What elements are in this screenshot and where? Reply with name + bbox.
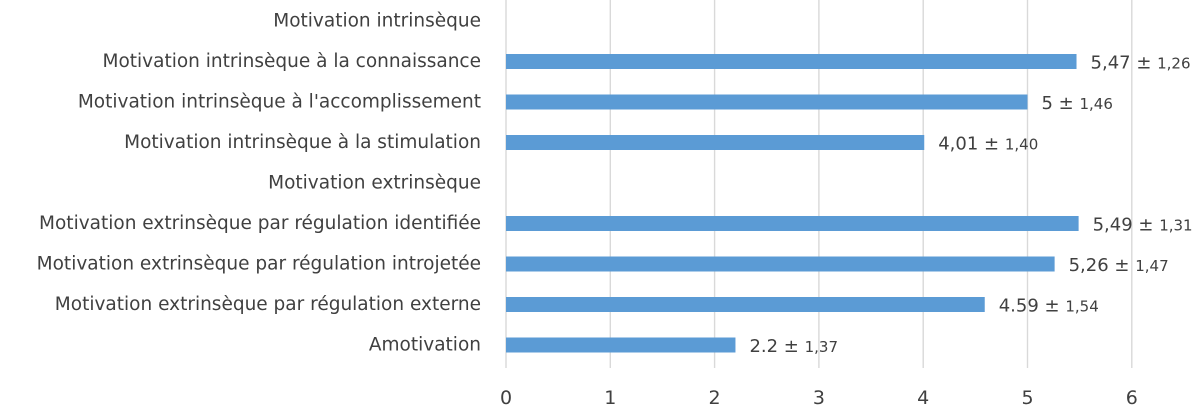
data-label: 5,26 ± 1,47: [1069, 255, 1169, 276]
bars: [506, 54, 1079, 353]
category-label: Motivation extrinsèque: [268, 173, 481, 194]
data-label: 2.2 ± 1,37: [749, 336, 838, 357]
bar: [506, 337, 736, 353]
category-label: Motivation extrinsèque par régulation in…: [37, 254, 481, 275]
x-tick-label-2: 2: [709, 387, 721, 407]
bar: [506, 54, 1077, 69]
data-label: 4.59 ± 1,54: [999, 296, 1099, 317]
data-label: 5,49 ± 1,31: [1093, 215, 1193, 236]
category-label: Motivation intrinsèque à l'accomplisseme…: [78, 92, 481, 113]
data-labels: 5,47 ± 1,26 5 ± 1,464,01 ± 1,40 5,49 ± 1,3…: [749, 53, 1192, 358]
category-label: Motivation intrinsèque à la stimulation: [124, 132, 481, 153]
bar: [506, 256, 1055, 272]
category-label: Amotivation: [369, 335, 481, 356]
bar: [506, 216, 1079, 231]
category-labels: Motivation intrinsèque Motivation intrins…: [37, 11, 481, 356]
x-tick-label-6: 6: [1126, 387, 1138, 407]
data-label: 5,47 ± 1,26: [1091, 53, 1191, 74]
category-label: Motivation intrinsèque: [273, 11, 481, 32]
bar: [506, 297, 985, 312]
category-label: Motivation extrinsèque par régulation id…: [39, 213, 481, 234]
x-tick-label-3: 3: [813, 387, 825, 407]
data-label: 4,01 ± 1,40: [938, 134, 1038, 155]
data-label: 5 ± 1,46: [1042, 93, 1113, 114]
x-axis-ticks: 0 1 2 3 4 5 6: [500, 387, 1138, 407]
bar: [506, 94, 1028, 110]
category-label: Motivation extrinsèque par régulation ex…: [55, 294, 481, 315]
bar: [506, 135, 925, 150]
category-label: Motivation intrinsèque à la connaissance: [102, 51, 481, 72]
x-tick-label-0: 0: [500, 387, 512, 407]
x-tick-label-5: 5: [1021, 387, 1033, 407]
x-tick-label-1: 1: [604, 387, 616, 407]
x-tick-label-4: 4: [917, 387, 929, 407]
